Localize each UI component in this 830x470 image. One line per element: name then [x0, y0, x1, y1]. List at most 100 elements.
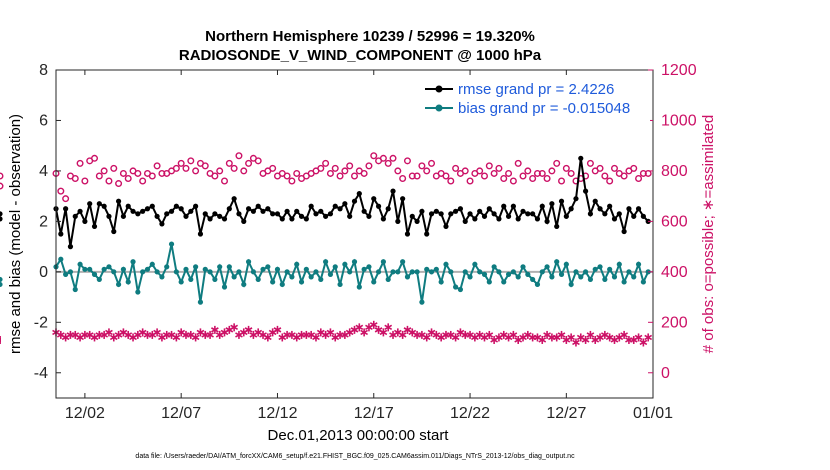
bias-point	[226, 264, 232, 270]
rmse-point	[298, 213, 305, 219]
rmse-point	[149, 203, 155, 209]
possible-point	[293, 169, 301, 177]
asterisk-stroke	[418, 332, 426, 338]
bias-point	[448, 269, 454, 275]
assimilated-point	[273, 325, 282, 334]
possible-point	[230, 164, 238, 172]
assimilated-point	[369, 320, 378, 329]
bias-point	[539, 269, 545, 275]
bias-point	[217, 264, 223, 270]
rmse-point	[534, 216, 541, 222]
rmse-point	[318, 208, 324, 214]
bias-point	[385, 276, 391, 283]
rmse-point	[380, 216, 386, 222]
asterisk-stroke	[273, 327, 282, 333]
asterisk-stroke	[186, 332, 195, 338]
bias-point	[236, 269, 242, 275]
legend: rmse grand pr = 2.4226 bias grand pr = -…	[420, 77, 650, 121]
rmse-point	[221, 216, 228, 222]
possible-point	[635, 174, 643, 182]
bias-point	[106, 264, 112, 270]
asterisk-stroke	[499, 332, 508, 338]
rmse-point	[207, 216, 213, 222]
asterisk-stroke	[312, 334, 320, 341]
rmse-point	[0, 211, 3, 217]
rmse-point	[188, 208, 194, 214]
possible-point	[596, 164, 604, 172]
rmse-point	[111, 228, 117, 235]
asterisk-stroke	[620, 332, 628, 338]
bias-point	[371, 279, 377, 285]
asterisk-stroke	[206, 332, 214, 338]
possible-point	[71, 174, 79, 182]
rmse-point	[130, 208, 136, 214]
bias-point	[607, 266, 613, 272]
asterisk-stroke	[211, 327, 219, 333]
bias-point	[77, 261, 83, 267]
bias-point	[597, 264, 603, 270]
rmse-point	[332, 203, 338, 209]
rmse-point	[77, 208, 83, 214]
rmse-point	[481, 213, 488, 219]
rmse-point	[270, 211, 276, 217]
rmse-point	[347, 213, 353, 219]
rmse-point	[515, 216, 521, 222]
rmse-point	[140, 208, 146, 214]
y2-tick-label: 800	[661, 163, 688, 180]
rmse-point	[472, 216, 478, 222]
asterisk-stroke	[326, 329, 335, 336]
assimilated-point	[485, 330, 494, 339]
rmse-point	[164, 211, 170, 217]
rmse-point	[231, 196, 237, 202]
possible-point	[394, 167, 402, 175]
bias-point	[621, 279, 627, 285]
possible-point	[408, 172, 416, 180]
possible-point	[187, 157, 195, 165]
possible-point	[548, 167, 556, 175]
assimilated-point	[355, 323, 364, 332]
rmse-point	[578, 155, 584, 161]
asterisk-stroke	[581, 337, 590, 343]
bias-point	[366, 264, 372, 270]
asterisk-stroke	[634, 334, 643, 341]
possible-point	[490, 169, 498, 177]
bias-point	[183, 266, 189, 272]
y-tick-label: 6	[39, 112, 48, 129]
rmse-point	[260, 208, 266, 214]
possible-point	[639, 169, 647, 177]
possible-point	[524, 167, 532, 175]
y-tick-label: -2	[34, 314, 48, 331]
rmse-point	[72, 213, 78, 219]
bias-line	[55, 243, 650, 303]
y-tick-label: 4	[39, 163, 48, 180]
rmse-point	[91, 223, 98, 230]
rmse-point	[178, 206, 184, 212]
rmse-point	[135, 211, 141, 217]
bias-point	[491, 264, 497, 270]
asterisk-stroke	[432, 332, 441, 338]
bias-point	[96, 276, 102, 283]
x-tick-label: 12/17	[354, 405, 394, 422]
rmse-point	[597, 206, 603, 212]
assimilated-point	[244, 325, 253, 334]
bias-point	[611, 274, 618, 280]
possible-point	[389, 154, 397, 162]
bias-point	[332, 264, 338, 270]
possible-point	[606, 177, 614, 185]
asterisk-stroke	[254, 329, 263, 336]
possible-point	[529, 174, 537, 182]
asterisk-stroke	[605, 334, 614, 341]
bias-point	[164, 264, 170, 270]
x-tick-label: 12/22	[450, 405, 490, 422]
possible-point	[115, 180, 123, 188]
rmse-point	[626, 206, 632, 212]
rmse-point	[212, 211, 218, 217]
rmse-point	[592, 198, 598, 204]
bias-point	[207, 269, 213, 275]
rmse-point	[573, 196, 579, 202]
rmse-point	[96, 201, 102, 207]
bias-point	[534, 281, 541, 288]
bias-point	[530, 276, 536, 283]
rmse-point	[635, 206, 642, 212]
legend-rmse-label: rmse grand pr = 2.4226	[458, 81, 614, 98]
